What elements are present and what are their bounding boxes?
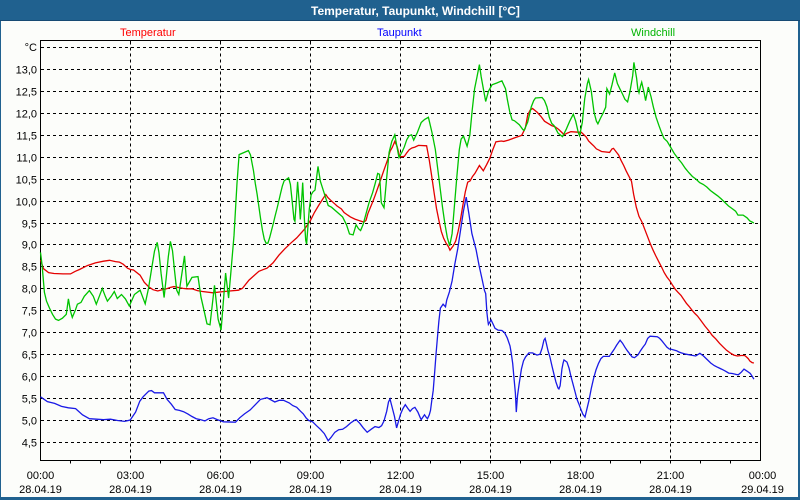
svg-text:21:00: 21:00	[657, 470, 685, 482]
svg-text:12,5: 12,5	[16, 87, 37, 99]
svg-text:03:00: 03:00	[117, 470, 145, 482]
svg-text:6,0: 6,0	[22, 372, 37, 384]
svg-text:28.04.19: 28.04.19	[469, 484, 512, 496]
svg-text:29.04.19: 29.04.19	[741, 484, 784, 496]
svg-text:28.04.19: 28.04.19	[379, 484, 422, 496]
svg-text:00:00: 00:00	[749, 470, 777, 482]
svg-text:28.04.19: 28.04.19	[199, 484, 242, 496]
svg-text:13,0: 13,0	[16, 65, 37, 77]
svg-text:09:00: 09:00	[297, 470, 325, 482]
svg-text:9,5: 9,5	[22, 219, 37, 231]
svg-text:7,5: 7,5	[22, 306, 37, 318]
svg-text:28.04.19: 28.04.19	[649, 484, 692, 496]
svg-text:28.04.19: 28.04.19	[109, 484, 152, 496]
svg-text:4,5: 4,5	[22, 438, 37, 450]
svg-text:28.04.19: 28.04.19	[19, 484, 62, 496]
svg-text:9,0: 9,0	[22, 240, 37, 252]
svg-text:11,0: 11,0	[16, 153, 37, 165]
svg-text:7,0: 7,0	[22, 328, 37, 340]
svg-text:12,0: 12,0	[16, 109, 37, 121]
svg-text:11,5: 11,5	[16, 131, 37, 143]
svg-text:15:00: 15:00	[477, 470, 505, 482]
svg-text:8,0: 8,0	[22, 284, 37, 296]
svg-text:10,0: 10,0	[16, 197, 37, 209]
svg-text:5,0: 5,0	[22, 416, 37, 428]
svg-text:00:00: 00:00	[27, 470, 55, 482]
svg-text:12:00: 12:00	[387, 470, 415, 482]
svg-text:28.04.19: 28.04.19	[559, 484, 602, 496]
svg-text:10,5: 10,5	[16, 175, 37, 187]
svg-text:8,5: 8,5	[22, 262, 37, 274]
svg-text:06:00: 06:00	[207, 470, 235, 482]
svg-text:18:00: 18:00	[567, 470, 595, 482]
svg-text:6,5: 6,5	[22, 350, 37, 362]
svg-text:5,5: 5,5	[22, 394, 37, 406]
svg-text:°C: °C	[25, 42, 37, 54]
svg-text:28.04.19: 28.04.19	[289, 484, 332, 496]
